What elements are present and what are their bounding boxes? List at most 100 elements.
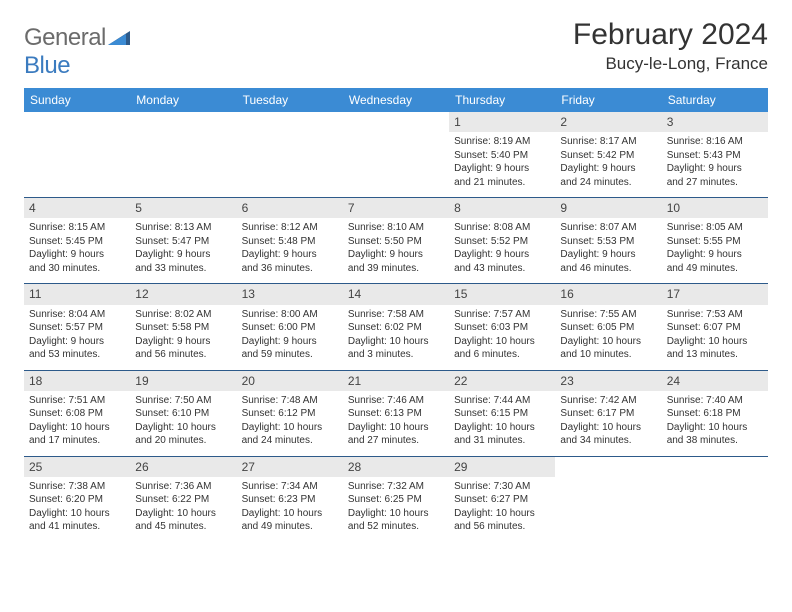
day-details: Sunrise: 7:53 AMSunset: 6:07 PMDaylight:…	[662, 305, 768, 370]
daylight-text: Daylight: 10 hours	[29, 507, 125, 521]
calendar-cell: 20Sunrise: 7:48 AMSunset: 6:12 PMDayligh…	[237, 370, 343, 456]
daylight-text: Daylight: 9 hours	[667, 162, 763, 176]
day-details: Sunrise: 8:04 AMSunset: 5:57 PMDaylight:…	[24, 305, 130, 370]
calendar-row: 4Sunrise: 8:15 AMSunset: 5:45 PMDaylight…	[24, 198, 768, 284]
daylight-text2: and 31 minutes.	[454, 434, 550, 448]
calendar-cell: 11Sunrise: 8:04 AMSunset: 5:57 PMDayligh…	[24, 284, 130, 370]
day-details: Sunrise: 7:36 AMSunset: 6:22 PMDaylight:…	[130, 477, 236, 542]
sunrise-text: Sunrise: 8:05 AM	[667, 221, 763, 235]
sunrise-text: Sunrise: 7:51 AM	[29, 394, 125, 408]
calendar-cell: 9Sunrise: 8:07 AMSunset: 5:53 PMDaylight…	[555, 198, 661, 284]
calendar-cell	[343, 112, 449, 198]
day-number: 7	[343, 198, 449, 218]
daylight-text2: and 36 minutes.	[242, 262, 338, 276]
sunset-text: Sunset: 5:40 PM	[454, 149, 550, 163]
daylight-text: Daylight: 10 hours	[135, 507, 231, 521]
weekday-col: Tuesday	[237, 88, 343, 112]
calendar-cell	[130, 112, 236, 198]
sunrise-text: Sunrise: 7:50 AM	[135, 394, 231, 408]
day-details: Sunrise: 8:13 AMSunset: 5:47 PMDaylight:…	[130, 218, 236, 283]
daylight-text: Daylight: 10 hours	[348, 335, 444, 349]
daylight-text2: and 56 minutes.	[135, 348, 231, 362]
day-number: 11	[24, 284, 130, 304]
daylight-text2: and 56 minutes.	[454, 520, 550, 534]
sunrise-text: Sunrise: 8:16 AM	[667, 135, 763, 149]
day-number: 26	[130, 457, 236, 477]
day-details: Sunrise: 7:51 AMSunset: 6:08 PMDaylight:…	[24, 391, 130, 456]
sunset-text: Sunset: 6:03 PM	[454, 321, 550, 335]
daylight-text2: and 3 minutes.	[348, 348, 444, 362]
logo-part2: Blue	[24, 52, 70, 79]
sunset-text: Sunset: 6:05 PM	[560, 321, 656, 335]
sunrise-text: Sunrise: 7:40 AM	[667, 394, 763, 408]
daylight-text: Daylight: 10 hours	[667, 421, 763, 435]
sunrise-text: Sunrise: 7:48 AM	[242, 394, 338, 408]
sunrise-text: Sunrise: 8:15 AM	[29, 221, 125, 235]
day-number: 21	[343, 371, 449, 391]
daylight-text: Daylight: 10 hours	[667, 335, 763, 349]
calendar-cell: 6Sunrise: 8:12 AMSunset: 5:48 PMDaylight…	[237, 198, 343, 284]
daylight-text2: and 39 minutes.	[348, 262, 444, 276]
day-details: Sunrise: 7:40 AMSunset: 6:18 PMDaylight:…	[662, 391, 768, 456]
calendar-cell: 17Sunrise: 7:53 AMSunset: 6:07 PMDayligh…	[662, 284, 768, 370]
calendar-cell: 24Sunrise: 7:40 AMSunset: 6:18 PMDayligh…	[662, 370, 768, 456]
sunset-text: Sunset: 6:07 PM	[667, 321, 763, 335]
weekday-header: Sunday Monday Tuesday Wednesday Thursday…	[24, 88, 768, 112]
day-details: Sunrise: 8:15 AMSunset: 5:45 PMDaylight:…	[24, 218, 130, 283]
sunrise-text: Sunrise: 8:08 AM	[454, 221, 550, 235]
sunset-text: Sunset: 6:02 PM	[348, 321, 444, 335]
sunrise-text: Sunrise: 8:19 AM	[454, 135, 550, 149]
weekday-col: Monday	[130, 88, 236, 112]
daylight-text: Daylight: 10 hours	[454, 421, 550, 435]
sunrise-text: Sunrise: 7:30 AM	[454, 480, 550, 494]
sunrise-text: Sunrise: 7:44 AM	[454, 394, 550, 408]
sunset-text: Sunset: 6:27 PM	[454, 493, 550, 507]
daylight-text2: and 41 minutes.	[29, 520, 125, 534]
day-number: 2	[555, 112, 661, 132]
sunrise-text: Sunrise: 8:00 AM	[242, 308, 338, 322]
day-number: 6	[237, 198, 343, 218]
day-details: Sunrise: 7:34 AMSunset: 6:23 PMDaylight:…	[237, 477, 343, 542]
calendar-cell: 18Sunrise: 7:51 AMSunset: 6:08 PMDayligh…	[24, 370, 130, 456]
daylight-text2: and 53 minutes.	[29, 348, 125, 362]
daylight-text2: and 43 minutes.	[454, 262, 550, 276]
day-number: 8	[449, 198, 555, 218]
daylight-text2: and 27 minutes.	[667, 176, 763, 190]
daylight-text2: and 52 minutes.	[348, 520, 444, 534]
day-number: 9	[555, 198, 661, 218]
day-number: 10	[662, 198, 768, 218]
calendar-cell: 12Sunrise: 8:02 AMSunset: 5:58 PMDayligh…	[130, 284, 236, 370]
day-details: Sunrise: 8:10 AMSunset: 5:50 PMDaylight:…	[343, 218, 449, 283]
sunset-text: Sunset: 5:58 PM	[135, 321, 231, 335]
month-title: February 2024	[573, 18, 768, 52]
day-details: Sunrise: 8:12 AMSunset: 5:48 PMDaylight:…	[237, 218, 343, 283]
daylight-text: Daylight: 10 hours	[560, 421, 656, 435]
calendar-cell: 5Sunrise: 8:13 AMSunset: 5:47 PMDaylight…	[130, 198, 236, 284]
sunrise-text: Sunrise: 7:57 AM	[454, 308, 550, 322]
daylight-text: Daylight: 10 hours	[348, 421, 444, 435]
daylight-text: Daylight: 9 hours	[242, 335, 338, 349]
day-details: Sunrise: 7:44 AMSunset: 6:15 PMDaylight:…	[449, 391, 555, 456]
calendar-cell: 22Sunrise: 7:44 AMSunset: 6:15 PMDayligh…	[449, 370, 555, 456]
daylight-text2: and 46 minutes.	[560, 262, 656, 276]
daylight-text2: and 38 minutes.	[667, 434, 763, 448]
sunset-text: Sunset: 5:47 PM	[135, 235, 231, 249]
sunrise-text: Sunrise: 8:04 AM	[29, 308, 125, 322]
sunrise-text: Sunrise: 7:38 AM	[29, 480, 125, 494]
calendar-cell: 13Sunrise: 8:00 AMSunset: 6:00 PMDayligh…	[237, 284, 343, 370]
calendar-row: 18Sunrise: 7:51 AMSunset: 6:08 PMDayligh…	[24, 370, 768, 456]
sunset-text: Sunset: 6:20 PM	[29, 493, 125, 507]
calendar-cell	[555, 456, 661, 542]
calendar-cell: 7Sunrise: 8:10 AMSunset: 5:50 PMDaylight…	[343, 198, 449, 284]
daylight-text2: and 24 minutes.	[242, 434, 338, 448]
calendar-cell: 10Sunrise: 8:05 AMSunset: 5:55 PMDayligh…	[662, 198, 768, 284]
day-details: Sunrise: 7:38 AMSunset: 6:20 PMDaylight:…	[24, 477, 130, 542]
sunset-text: Sunset: 5:42 PM	[560, 149, 656, 163]
daylight-text2: and 59 minutes.	[242, 348, 338, 362]
day-number: 4	[24, 198, 130, 218]
weekday-col: Sunday	[24, 88, 130, 112]
calendar-cell	[662, 456, 768, 542]
daylight-text: Daylight: 9 hours	[135, 248, 231, 262]
location: Bucy-le-Long, France	[573, 54, 768, 74]
daylight-text: Daylight: 9 hours	[454, 162, 550, 176]
